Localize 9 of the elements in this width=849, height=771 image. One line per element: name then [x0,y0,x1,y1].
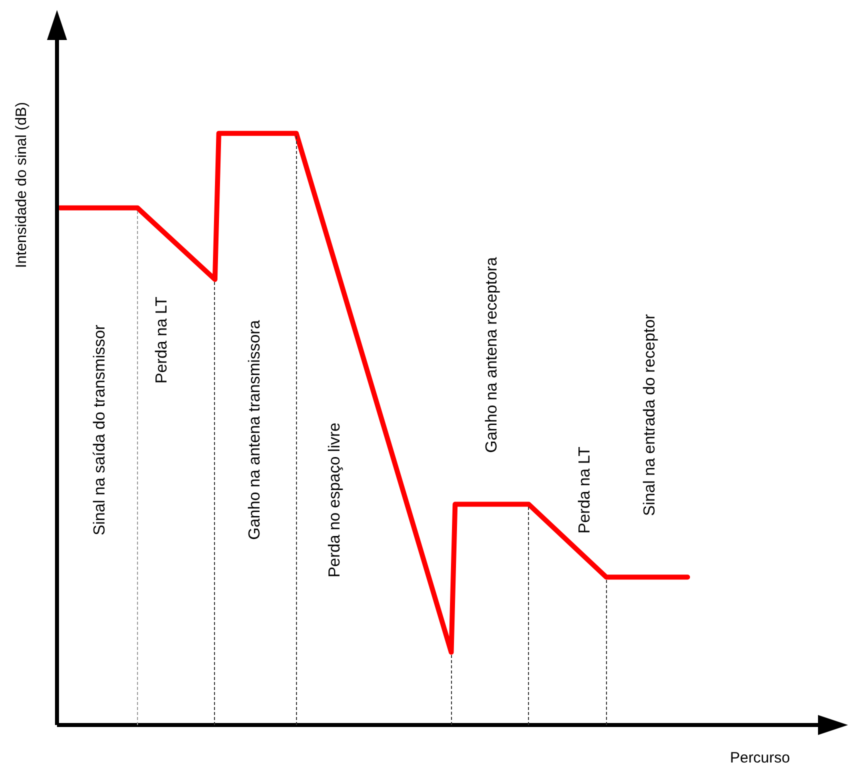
annotation: Perda na LT [153,296,170,384]
x-axis-title: Percurso [730,750,790,767]
annotation: Perda no espaço livre [326,422,344,578]
annotation: Sinal na saída do transmissor [91,324,108,536]
annotation: Ganho na antena transmissora [246,320,264,540]
annotation: Perda na LT [576,446,594,534]
y-axis-title: Intensidade do sinal (dB) [13,102,30,268]
annotation: Ganho na antena receptora [483,257,500,453]
annotation: Sinal na entrada do receptor [641,313,658,516]
